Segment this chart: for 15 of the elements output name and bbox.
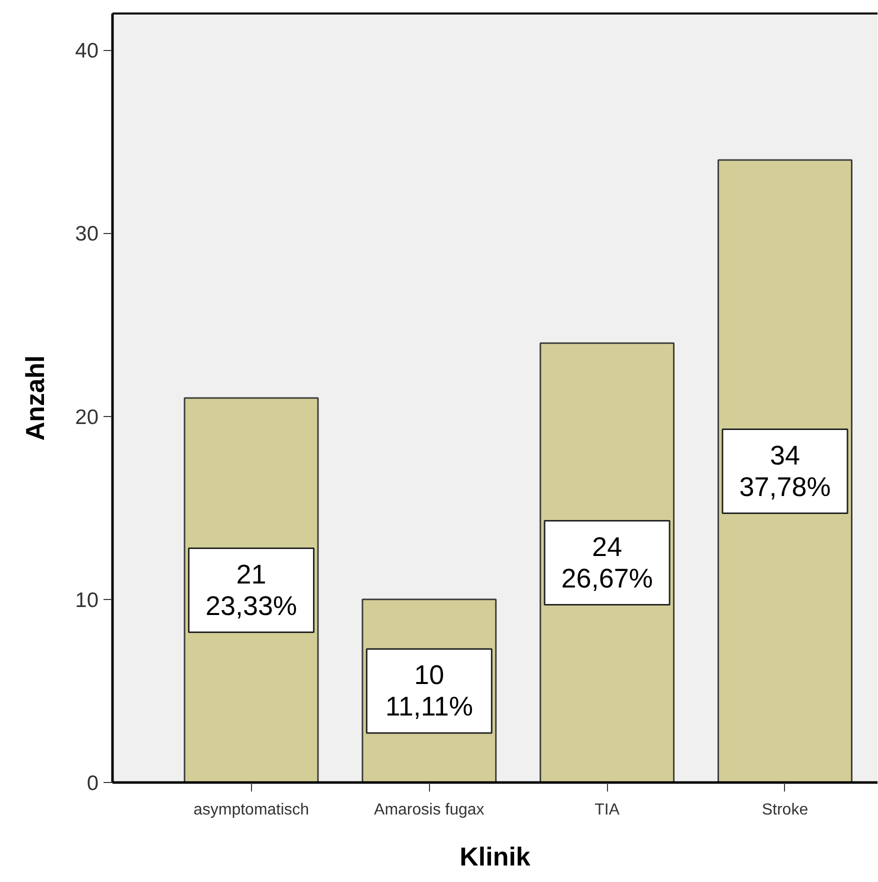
data-label: 34 37,78% xyxy=(739,440,831,502)
data-label: 24 26,67% xyxy=(561,532,653,594)
data-label: 21 23,33% xyxy=(205,560,298,621)
y-tick-label: 40 xyxy=(75,40,98,63)
y-tick-label: 20 xyxy=(75,406,98,429)
x-tick-label: TIA xyxy=(594,802,620,818)
x-axis-title: Klinik xyxy=(460,842,531,872)
y-tick-label: 30 xyxy=(75,222,98,246)
x-tick-label: Stroke xyxy=(762,802,808,818)
x-tick-label: Amarosis fugax xyxy=(374,802,484,818)
y-tick-label: 10 xyxy=(75,588,98,612)
y-axis-title: Anzahl xyxy=(20,355,50,441)
y-tick-label: 0 xyxy=(86,772,99,795)
data-label: 10 11,11% xyxy=(385,660,473,722)
x-tick-label: asymptomatisch xyxy=(193,802,310,818)
